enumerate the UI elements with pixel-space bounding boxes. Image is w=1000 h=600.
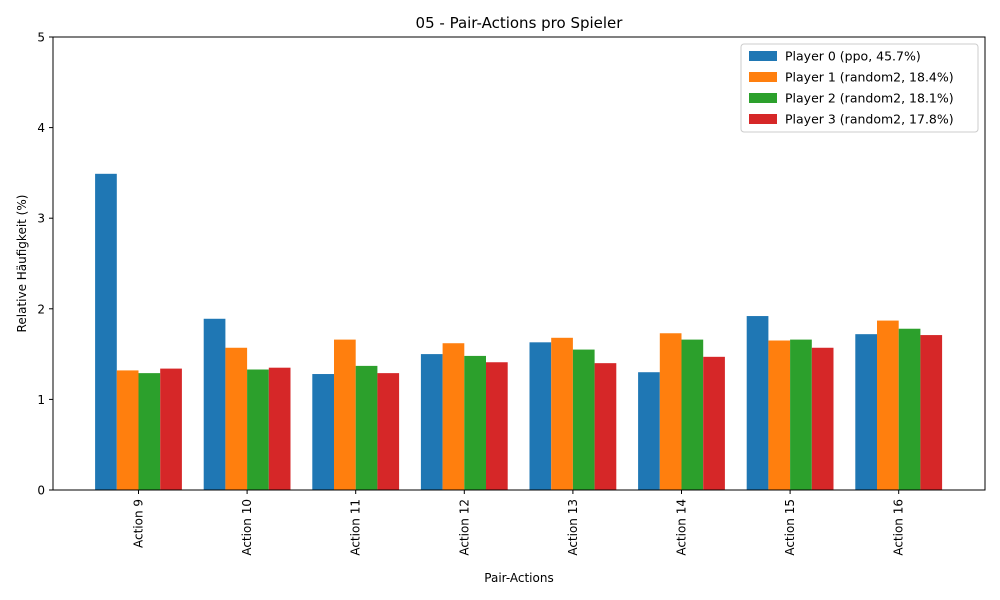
bar-series0-action-12: [420, 354, 443, 490]
bar-series1-action-15: [768, 340, 791, 490]
bar-series1-action-9: [116, 370, 139, 490]
x-tick-label: Action 13: [566, 499, 580, 556]
bar-series0-action-11: [312, 374, 334, 490]
legend-swatch: [749, 93, 777, 103]
x-tick-label: Action 12: [457, 499, 471, 556]
x-axis-label: Pair-Actions: [484, 571, 553, 585]
bar-series3-action-9: [160, 368, 182, 490]
x-tick-label: Action 9: [132, 499, 146, 548]
legend-label: Player 2 (random2, 18.1%): [785, 91, 954, 106]
bar-series2-action-14: [681, 339, 704, 490]
bar-series2-action-10: [247, 369, 269, 490]
bar-series0-action-13: [529, 342, 552, 490]
y-tick-label: 4: [37, 121, 45, 135]
y-tick-label: 2: [37, 302, 45, 316]
bar-series1-action-12: [442, 343, 465, 490]
bar-series0-action-14: [638, 372, 660, 490]
legend: Player 0 (ppo, 45.7%) Player 1 (random2, …: [740, 43, 979, 133]
bar-series0-action-9: [95, 173, 117, 490]
y-axis-ticks: 0 1 2 3 4 5: [37, 31, 53, 498]
plot-frame: [52, 36, 986, 491]
bar-series2-action-16: [898, 328, 921, 490]
legend-swatch: [749, 51, 777, 61]
legend-label: Player 3 (random2, 17.8%): [785, 112, 954, 127]
bar-series1-action-14: [659, 333, 682, 490]
legend-swatch: [749, 72, 777, 82]
bar-series0-action-10: [203, 318, 226, 490]
bar-series3-action-10: [268, 367, 291, 490]
legend-label: Player 1 (random2, 18.4%): [785, 70, 954, 85]
legend-label: Player 0 (ppo, 45.7%): [785, 49, 921, 64]
y-tick-label: 0: [37, 484, 45, 498]
bar-series2-action-12: [464, 355, 486, 490]
bar-series3-action-16: [920, 335, 943, 490]
bars-group: [95, 173, 943, 490]
legend-swatch: [749, 114, 777, 124]
bar-series2-action-15: [790, 339, 812, 490]
bar-series1-action-10: [225, 347, 248, 490]
bar-series3-action-15: [811, 347, 834, 490]
y-tick-label: 3: [37, 212, 45, 226]
y-tick-label: 1: [37, 393, 45, 407]
bar-series3-action-14: [703, 356, 725, 490]
x-tick-label: Action 14: [675, 499, 689, 556]
legend-box: [740, 43, 979, 133]
x-tick-label: Action 10: [240, 499, 254, 556]
bar-series1-action-16: [877, 320, 899, 490]
y-tick-label: 5: [37, 31, 45, 45]
bar-series2-action-11: [355, 365, 378, 490]
bar-series3-action-13: [594, 363, 617, 490]
chart-title: 05 - Pair-Actions pro Spieler: [416, 14, 624, 32]
y-axis-label: Relative Häufigkeit (%): [15, 195, 29, 333]
x-axis-ticks: Action 9 Action 10 Action 11 Action 12 Actio…: [132, 490, 906, 556]
x-tick-label: Action 15: [783, 499, 797, 556]
x-tick-label: Action 16: [892, 499, 906, 556]
bar-series2-action-13: [572, 349, 595, 490]
bar-series2-action-9: [138, 373, 161, 490]
x-tick-label: Action 11: [349, 499, 363, 556]
bar-series3-action-12: [486, 362, 508, 490]
bar-series1-action-11: [334, 339, 356, 490]
bar-series0-action-15: [746, 316, 769, 490]
bar-series1-action-13: [551, 337, 573, 490]
bar-series3-action-11: [377, 373, 400, 490]
bar-series0-action-16: [855, 334, 877, 490]
